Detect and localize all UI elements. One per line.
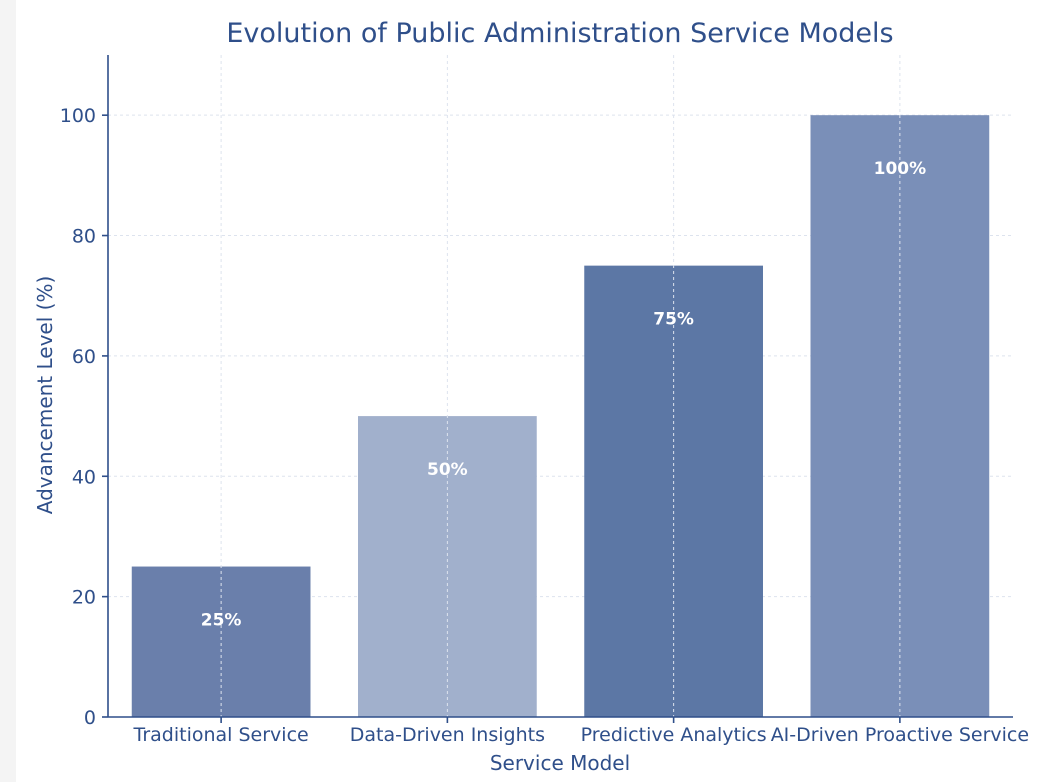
- chart-title: Evolution of Public Administration Servi…: [226, 18, 893, 49]
- bar-value-label: 25%: [201, 611, 242, 631]
- bar-value-label: 100%: [874, 159, 927, 179]
- bar-value-label: 75%: [653, 310, 694, 330]
- bar-value-label: 50%: [427, 460, 468, 480]
- x-tick-label: Predictive Analytics: [581, 724, 767, 746]
- chart-frame: Evolution of Public Administration Servi…: [16, 0, 1046, 782]
- x-axis-label: Service Model: [490, 751, 630, 775]
- y-tick-label: 60: [72, 346, 96, 368]
- x-tick-label: AI-Driven Proactive Service: [771, 724, 1029, 746]
- y-tick-label: 100: [60, 105, 96, 127]
- y-tick-label: 40: [72, 466, 96, 488]
- bar-3: [584, 265, 763, 717]
- y-tick-label: 0: [84, 707, 96, 729]
- x-tick-label: Data-Driven Insights: [350, 724, 545, 746]
- y-tick-label: 80: [72, 226, 96, 248]
- bar-chart: Evolution of Public Administration Servi…: [33, 18, 1029, 775]
- y-axis-label: Advancement Level (%): [33, 276, 57, 515]
- y-tick-label: 20: [72, 587, 96, 609]
- x-tick-label: Traditional Service: [133, 724, 309, 746]
